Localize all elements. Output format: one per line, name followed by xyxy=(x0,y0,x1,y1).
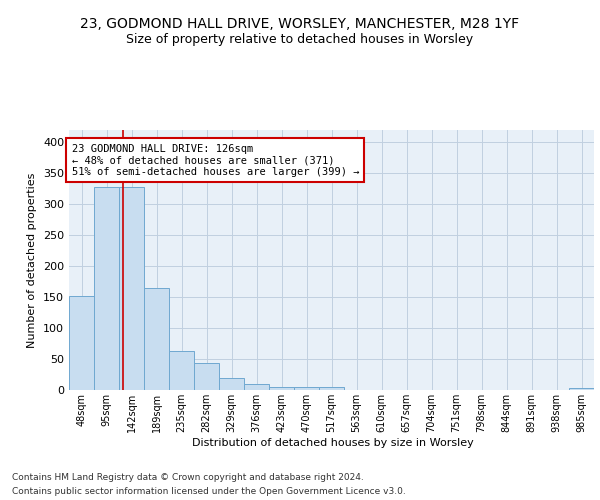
Text: Size of property relative to detached houses in Worsley: Size of property relative to detached ho… xyxy=(127,32,473,46)
Text: Distribution of detached houses by size in Worsley: Distribution of detached houses by size … xyxy=(192,438,474,448)
Bar xyxy=(94,187,119,390)
Bar xyxy=(319,387,344,390)
Text: Contains HM Land Registry data © Crown copyright and database right 2024.: Contains HM Land Registry data © Crown c… xyxy=(12,472,364,482)
Bar xyxy=(269,387,294,390)
Bar xyxy=(569,388,594,390)
Bar xyxy=(294,387,319,390)
Bar xyxy=(244,384,269,390)
Text: Contains public sector information licensed under the Open Government Licence v3: Contains public sector information licen… xyxy=(12,488,406,496)
Bar xyxy=(69,296,94,390)
Bar xyxy=(119,187,144,390)
Bar xyxy=(169,351,194,390)
Y-axis label: Number of detached properties: Number of detached properties xyxy=(28,172,37,348)
Text: 23, GODMOND HALL DRIVE, WORSLEY, MANCHESTER, M28 1YF: 23, GODMOND HALL DRIVE, WORSLEY, MANCHES… xyxy=(80,18,520,32)
Text: 23 GODMOND HALL DRIVE: 126sqm
← 48% of detached houses are smaller (371)
51% of : 23 GODMOND HALL DRIVE: 126sqm ← 48% of d… xyxy=(71,144,359,177)
Bar xyxy=(194,364,219,390)
Bar xyxy=(219,378,244,390)
Bar xyxy=(144,288,169,390)
